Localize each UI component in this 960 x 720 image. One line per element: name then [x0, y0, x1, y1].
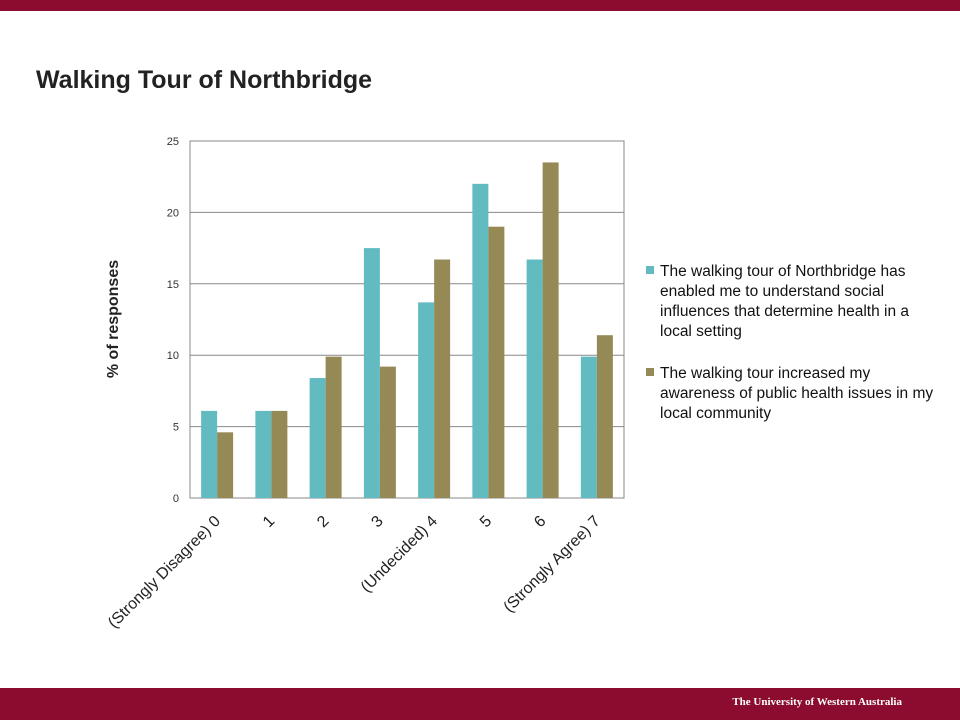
bar-series-1 [472, 183, 489, 498]
y-tick-label: 10 [167, 350, 179, 362]
legend-item-series-2: The walking tour increased my awareness … [646, 364, 936, 424]
x-tick-label: 2 [314, 513, 332, 531]
x-tick-label: 5 [477, 513, 495, 531]
x-tick-label: 1 [260, 513, 278, 531]
legend-swatch-series-2 [646, 368, 654, 376]
chart-legend: The walking tour of Northbridge has enab… [646, 262, 936, 446]
slide-title: Walking Tour of Northbridge [36, 66, 373, 94]
legend-label-series-1: The walking tour of Northbridge has enab… [660, 263, 910, 340]
bar-series-2 [542, 162, 559, 499]
bar-series-1 [363, 248, 380, 498]
bar-series-1 [309, 378, 326, 498]
bar-series-2 [434, 259, 451, 498]
bar-series-1 [418, 302, 435, 498]
bar-series-2 [379, 366, 396, 498]
legend-label-series-2: The walking tour increased my awareness … [660, 365, 934, 422]
bar-series-1 [526, 259, 543, 498]
bottom-brand-bar: The University of Western Australia [0, 688, 960, 720]
y-tick-label: 15 [167, 279, 179, 291]
y-axis-title: % of responses [105, 260, 122, 378]
bar-series-2 [217, 432, 234, 498]
y-tick-label: 25 [167, 136, 179, 148]
bar-series-2 [596, 335, 613, 498]
plot-area-frame [189, 140, 625, 499]
x-tick-label: (Strongly Agree) 7 [500, 513, 603, 616]
bar-series-2 [271, 410, 288, 498]
x-tick-label: (Undecided) 4 [358, 513, 441, 596]
bar-series-1 [255, 410, 272, 498]
y-tick-label: 5 [173, 422, 179, 434]
legend-swatch-series-1 [646, 266, 654, 274]
footer-university-name: The University of Western Australia [732, 696, 902, 708]
y-tick-label: 20 [167, 207, 179, 219]
x-tick-label: (Strongly Disagree) 0 [105, 513, 224, 632]
bar-series-2 [325, 356, 342, 498]
x-tick-label: 6 [531, 513, 549, 531]
bar-series-1 [580, 356, 597, 498]
bar-series-2 [488, 226, 505, 498]
legend-item-series-1: The walking tour of Northbridge has enab… [646, 262, 936, 342]
top-brand-bar [0, 0, 960, 11]
bar-series-1 [201, 410, 218, 498]
x-tick-label: 3 [368, 513, 386, 531]
y-tick-label: 0 [173, 493, 179, 505]
